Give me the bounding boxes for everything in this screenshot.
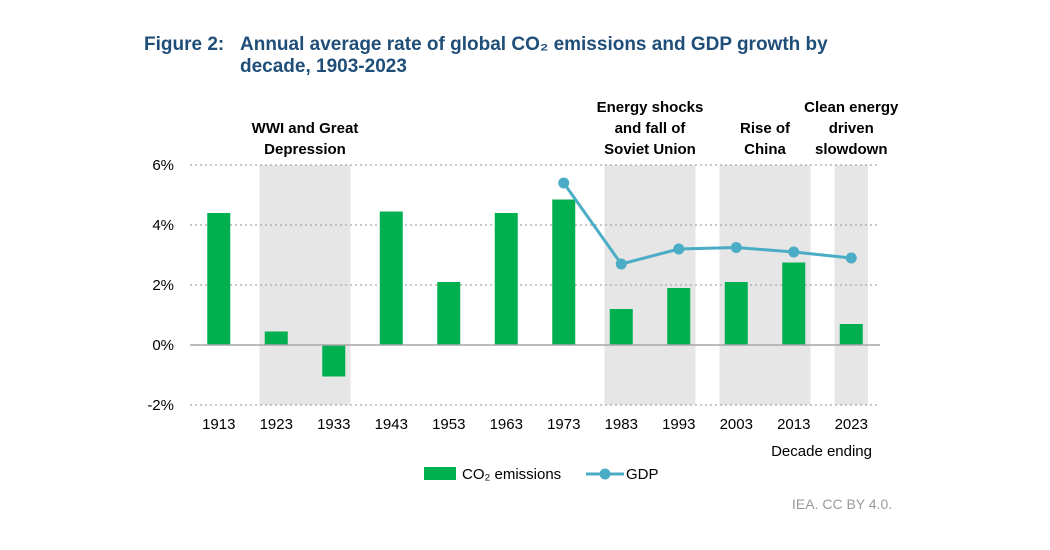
co2-bar — [494, 213, 518, 345]
period-label-line: and fall of — [615, 120, 687, 137]
x-tick-label: 2023 — [835, 416, 868, 433]
co2-bar — [264, 331, 288, 345]
period-label-3: Clean energy driven slowdown — [804, 99, 899, 158]
period-label-line: Clean energy — [804, 99, 899, 116]
period-label-line: Energy shocks — [597, 99, 704, 116]
y-tick-label: -2% — [147, 397, 174, 414]
period-label-2: Rise of China — [740, 120, 791, 158]
x-tick-label: 1923 — [260, 416, 293, 433]
co2-bar — [379, 211, 403, 345]
period-label-line: Rise of — [740, 120, 791, 137]
legend: CO₂ emissions GDP — [424, 466, 659, 483]
legend-swatch-co2 — [424, 467, 456, 480]
gdp-point — [730, 242, 742, 253]
co2-bar — [207, 213, 231, 345]
period-label-line: Soviet Union — [604, 141, 696, 158]
gdp-series-line — [562, 182, 852, 266]
gdp-point — [845, 252, 857, 264]
co2-bar — [322, 345, 346, 377]
x-tick-label: 1963 — [490, 416, 523, 433]
period-label-0: WWI and Great Depression — [252, 120, 359, 158]
axes: -2% 0% 2% 4% 6% 1913 1923 1933 1943 1953 1963 1973 1… — [147, 157, 880, 460]
co2-bar — [552, 199, 576, 345]
period-label-line: driven — [829, 120, 874, 137]
co2-bar — [724, 282, 748, 345]
x-tick-label: 1953 — [432, 416, 465, 433]
source-credit: IEA. CC BY 4.0. — [792, 496, 893, 512]
period-label-1: Energy shocks and fall of Soviet Union — [597, 99, 704, 158]
co2-bar — [839, 324, 863, 345]
x-axis-label: Decade ending — [771, 443, 872, 460]
y-tick-label: 6% — [152, 157, 174, 174]
legend-label-gdp: GDP — [626, 466, 659, 483]
y-tick-label: 2% — [152, 277, 174, 294]
figure-title: Annual average rate of global CO₂ emissi… — [240, 34, 828, 77]
gdp-point — [788, 246, 800, 258]
y-tick-label: 4% — [152, 217, 174, 234]
x-tick-label: 1983 — [605, 416, 638, 433]
gdp-line — [558, 177, 857, 270]
co2-bars — [207, 199, 863, 377]
legend-label-co2: CO₂ emissions — [462, 466, 561, 483]
x-tick-label: 1913 — [202, 416, 235, 433]
period-label-line: slowdown — [815, 141, 888, 158]
x-tick-label: 1973 — [547, 416, 580, 433]
gdp-point — [673, 243, 685, 255]
co2-bar — [609, 309, 633, 345]
co2-bar — [437, 282, 461, 345]
y-tick-label: 0% — [152, 337, 174, 354]
x-tick-label: 1943 — [375, 416, 408, 433]
co2-bar — [667, 288, 691, 345]
co2-bar — [782, 262, 806, 345]
x-tick-label: 2003 — [720, 416, 753, 433]
period-label-line: Depression — [264, 141, 346, 158]
period-label-line: WWI and Great — [252, 120, 359, 137]
legend-swatch-gdp-marker — [599, 468, 611, 480]
gdp-point — [615, 258, 627, 270]
gridlines — [190, 164, 880, 406]
x-tick-label: 1933 — [317, 416, 350, 433]
period-annotations: WWI and Great Depression Energy shocks and … — [252, 99, 899, 158]
figure-number: Figure 2: — [144, 34, 225, 55]
gdp-point — [558, 177, 570, 189]
period-label-line: China — [744, 141, 786, 158]
x-tick-label: 2013 — [777, 416, 810, 433]
x-tick-label: 1993 — [662, 416, 695, 433]
